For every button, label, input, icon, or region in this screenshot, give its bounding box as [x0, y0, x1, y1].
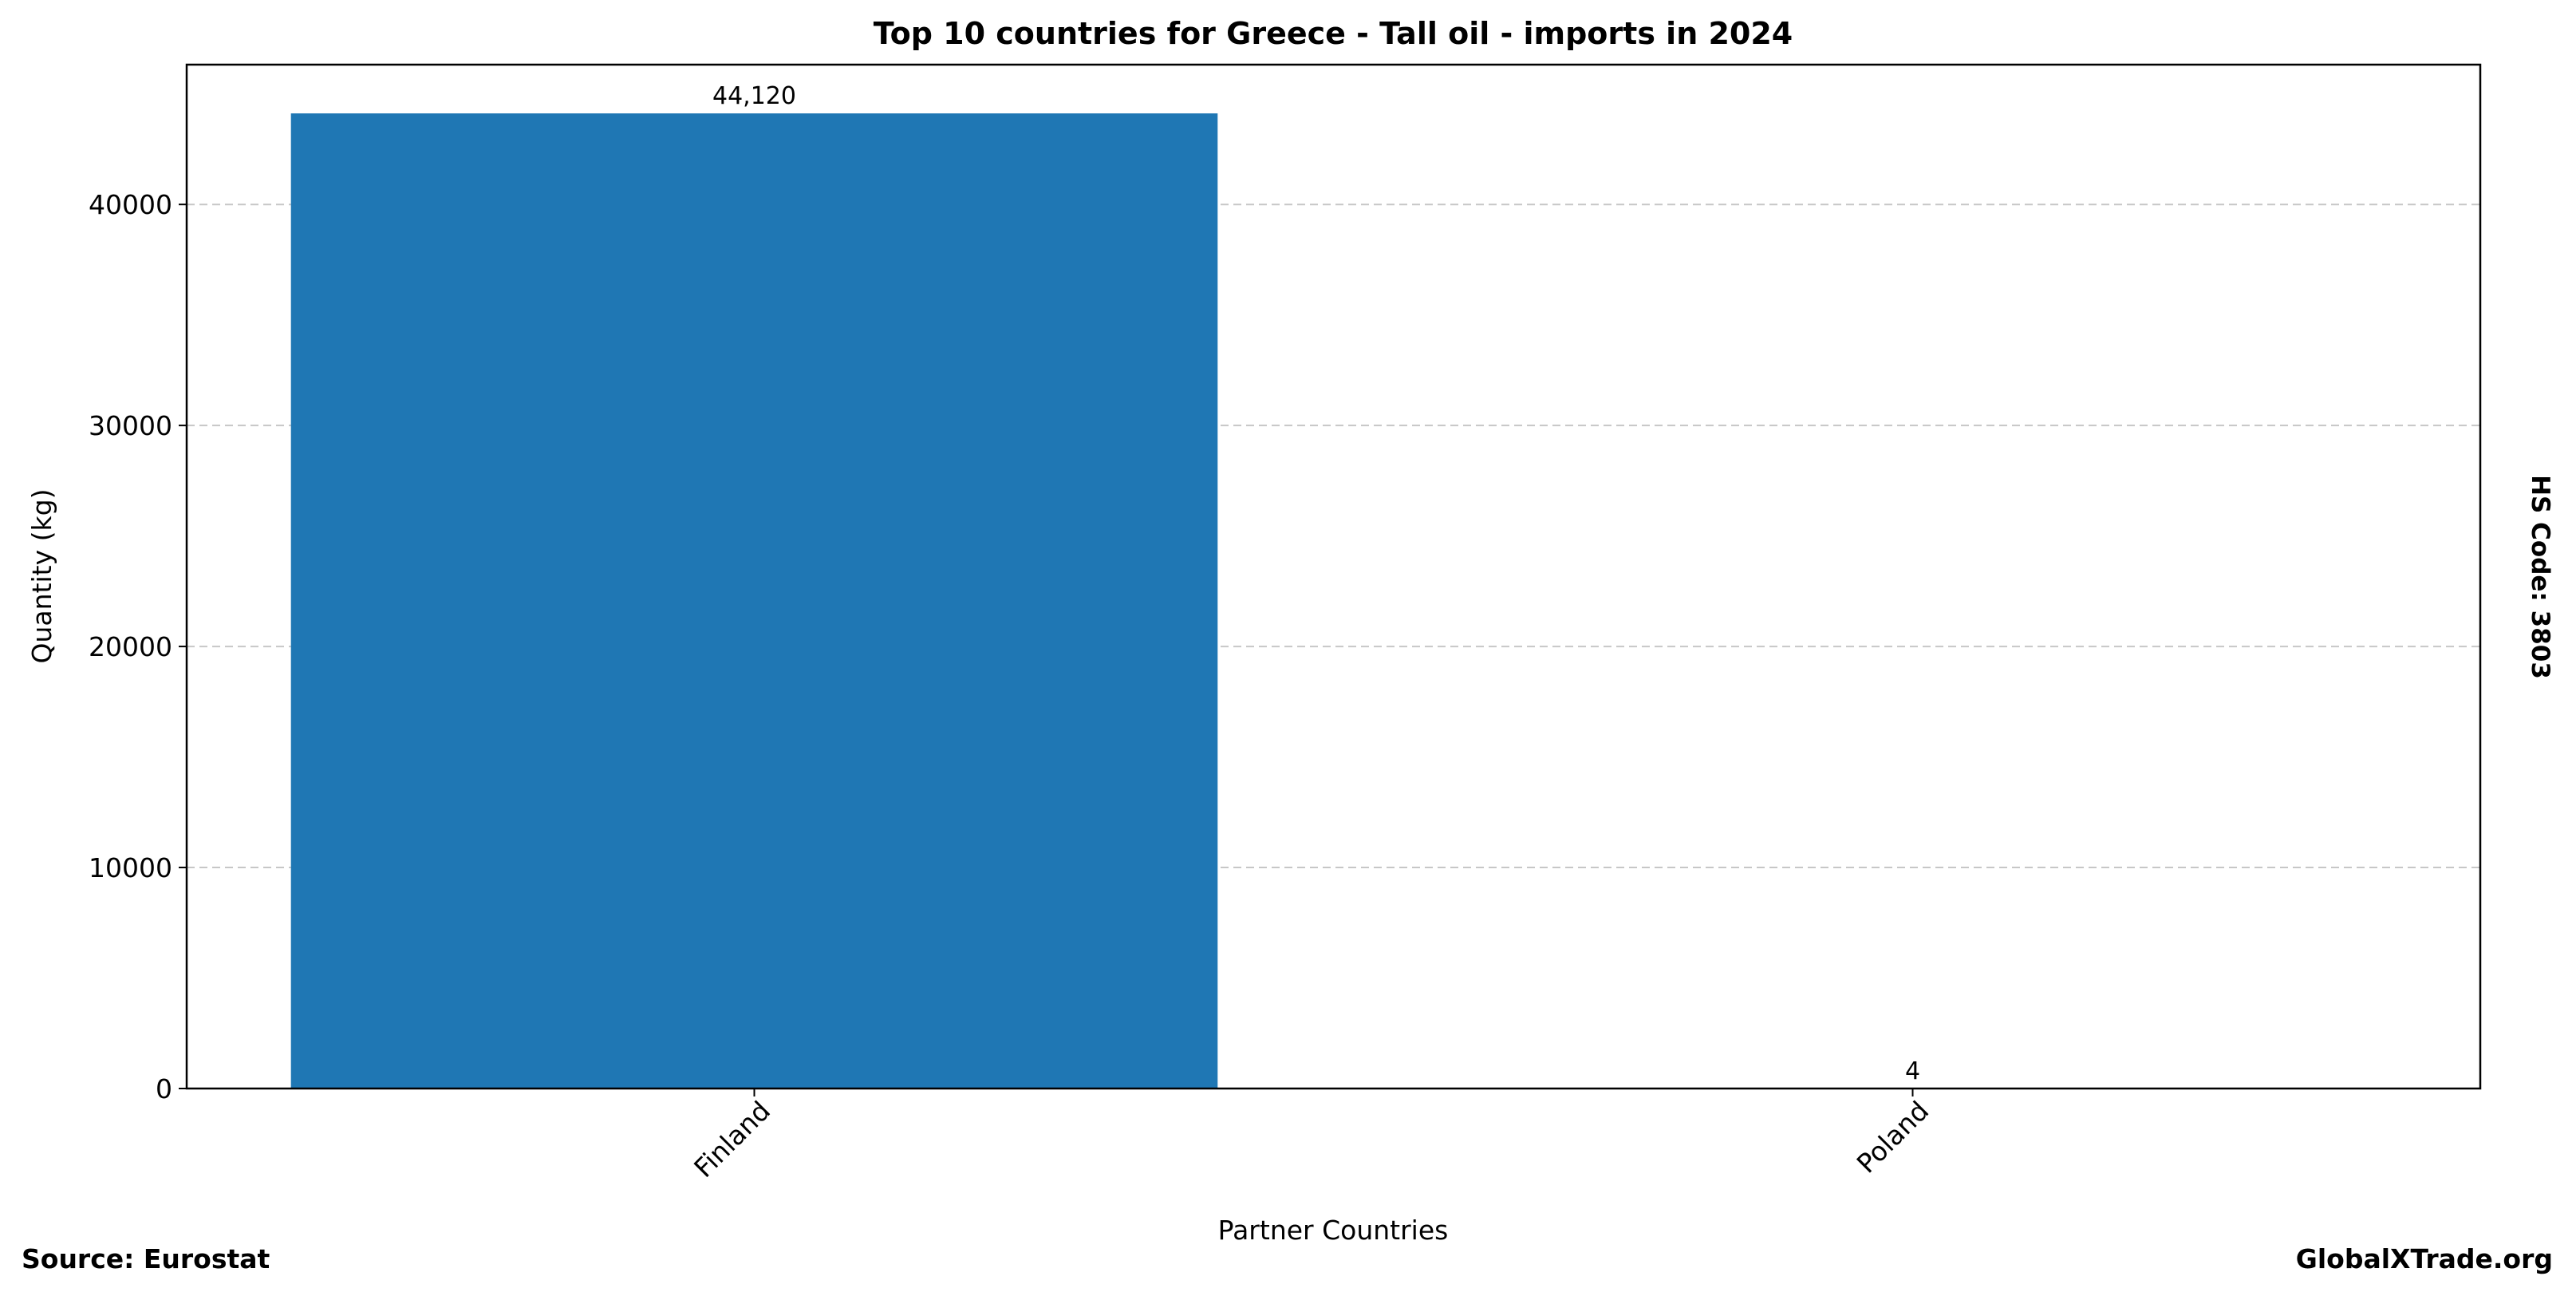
bar-finland — [290, 113, 1218, 1089]
source-label: Source: Eurostat — [22, 1243, 270, 1274]
plot-frame — [185, 63, 2482, 1090]
watermark-label: GlobalXTrade.org — [2296, 1243, 2553, 1274]
y-tick-label: 40000 — [89, 189, 172, 220]
x-axis-label: Partner Countries — [1218, 1215, 1449, 1246]
bar-value-label: 44,120 — [712, 82, 796, 110]
bar-value-label: 4 — [1905, 1057, 1920, 1085]
chart-title: Top 10 countries for Greece - Tall oil -… — [874, 16, 1793, 51]
y-tick-label: 10000 — [89, 852, 172, 883]
x-tick-label: Finland — [688, 1095, 776, 1183]
x-tick-label: Poland — [1851, 1095, 1935, 1179]
y-tick-label: 30000 — [89, 410, 172, 441]
y-axis-label: Quantity (kg) — [26, 489, 57, 664]
hs-code-label: HS Code: 3803 — [2526, 475, 2554, 679]
y-tick-label: 0 — [156, 1073, 172, 1104]
y-tick-label: 20000 — [89, 631, 172, 662]
